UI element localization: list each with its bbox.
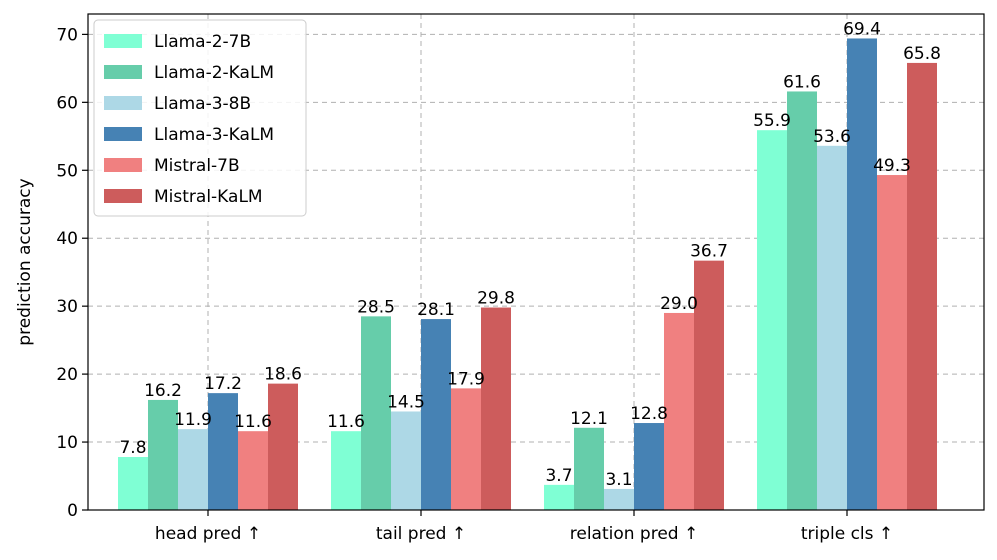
x-tick-label: tail pred ↑	[376, 524, 466, 544]
bar	[178, 429, 208, 510]
data-label: 3.7	[545, 466, 572, 486]
y-tick-label: 70	[56, 25, 78, 45]
bar	[907, 62, 937, 511]
bar	[361, 316, 391, 510]
data-label: 65.8	[903, 44, 941, 64]
data-labels: 7.8 11.6 3.7 55.9 16.2 28.5 12.1 61.6 11.9 14.5 3.…	[119, 19, 940, 489]
bar	[757, 130, 787, 511]
bar	[331, 431, 361, 510]
bar	[544, 484, 574, 510]
bar	[118, 457, 148, 510]
data-label: 7.8	[119, 438, 146, 458]
y-tick-label: 20	[56, 365, 78, 385]
plot-frame	[87, 13, 985, 511]
x-tick-label: relation pred ↑	[570, 524, 699, 544]
legend-label: Llama-2-7B	[154, 32, 251, 52]
bar	[604, 488, 634, 510]
bar	[847, 38, 877, 511]
x-axis: head pred ↑ tail pred ↑ relation pred ↑ tri…	[155, 510, 893, 544]
data-label: 53.6	[813, 127, 851, 147]
data-label: 11.6	[234, 412, 272, 432]
legend-label: Llama-3-8B	[154, 94, 251, 114]
data-label: 28.5	[357, 297, 395, 317]
bar	[694, 260, 724, 510]
bar	[238, 431, 268, 510]
legend-swatch	[104, 189, 142, 203]
legend-swatch	[104, 127, 142, 141]
y-tick-label: 10	[56, 433, 78, 453]
legend-label: Mistral-7B	[154, 156, 240, 176]
legend-label: Llama-3-KaLM	[154, 125, 274, 145]
legend-label: Mistral-KaLM	[154, 187, 263, 207]
data-label: 3.1	[605, 470, 632, 490]
bar	[664, 312, 694, 510]
bar	[787, 91, 817, 511]
data-label: 18.6	[264, 365, 302, 385]
bars	[118, 38, 937, 511]
bar	[877, 175, 907, 510]
bar	[634, 423, 664, 510]
data-label: 61.6	[783, 72, 821, 92]
y-axis: 0 10 20 30 40 50 60 70	[56, 25, 88, 521]
bar	[421, 319, 451, 510]
legend-swatch	[104, 158, 142, 172]
data-label: 12.1	[570, 409, 608, 429]
y-tick-label: 30	[56, 297, 78, 317]
y-axis-label: prediction accuracy	[15, 178, 35, 345]
legend-swatch	[104, 34, 142, 48]
bar	[481, 307, 511, 510]
data-label: 17.9	[447, 369, 485, 389]
bar	[817, 145, 847, 510]
bar	[574, 427, 604, 510]
data-label: 49.3	[873, 156, 911, 176]
data-label: 12.8	[630, 404, 668, 424]
data-label: 28.1	[417, 300, 455, 320]
legend: Llama-2-7B Llama-2-KaLM Llama-3-8B Llama-3-…	[93, 19, 307, 217]
y-tick-label: 0	[67, 501, 78, 521]
bar	[268, 383, 298, 510]
data-label: 11.6	[327, 412, 365, 432]
legend-swatch	[104, 65, 142, 79]
legend-box	[93, 19, 307, 217]
data-label: 36.7	[690, 242, 728, 262]
data-label: 14.5	[387, 392, 425, 412]
bar	[451, 388, 481, 510]
bar	[391, 411, 421, 510]
data-label: 29.8	[477, 289, 515, 309]
data-label: 17.2	[204, 374, 242, 394]
bar	[208, 393, 238, 510]
y-tick-label: 60	[56, 93, 78, 113]
data-label: 11.9	[174, 410, 212, 430]
x-tick-label: head pred ↑	[155, 524, 261, 544]
legend-label: Llama-2-KaLM	[154, 63, 274, 83]
data-label: 16.2	[144, 381, 182, 401]
data-label: 69.4	[843, 19, 881, 39]
x-tick-label: triple cls ↑	[801, 524, 893, 544]
legend-swatch	[104, 96, 142, 110]
data-label: 55.9	[753, 111, 791, 131]
data-label: 29.0	[660, 294, 698, 314]
y-tick-label: 50	[56, 161, 78, 181]
bar	[148, 399, 178, 510]
y-tick-label: 40	[56, 229, 78, 249]
